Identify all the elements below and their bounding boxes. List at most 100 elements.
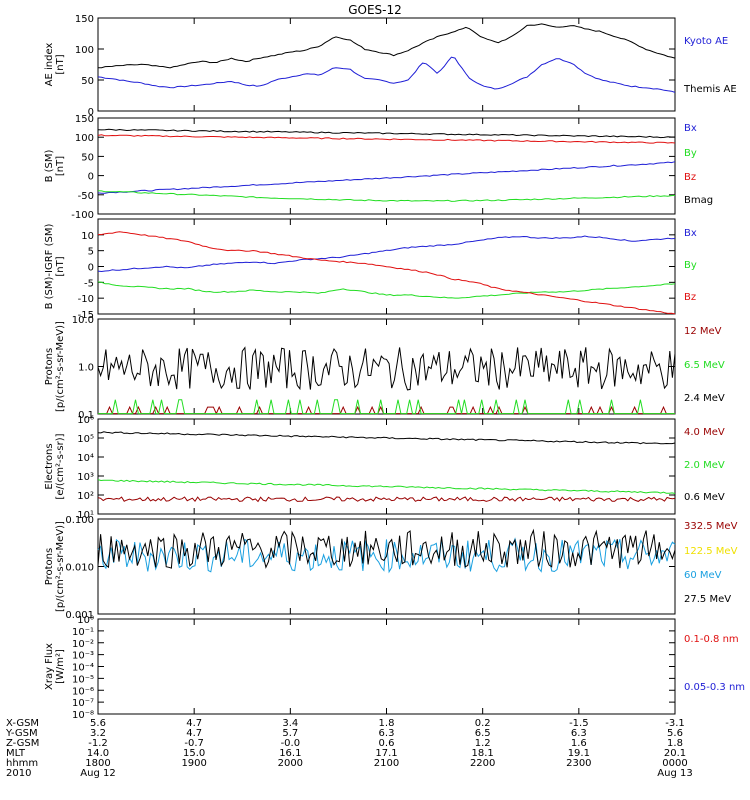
panel-frame [97,618,676,715]
y-tick-label: 10² [77,491,94,502]
legend-6-5-mev: 6.5 MeV [684,360,725,371]
figure-title: GOES-12 [348,3,402,17]
y-tick-label: 10¹ [77,510,94,521]
series-line-by [97,281,676,299]
y-tick-label: 150 [75,114,94,125]
footer-row-label: Y-GSM [5,728,38,739]
y-tick-label: 10 [81,231,94,242]
footer-value: 18.1 [472,748,494,759]
y-tick-label: -5 [84,278,94,289]
y-tick-label: 0 [88,172,94,183]
legend-332-5-mev: 332.5 MeV [684,521,738,532]
footer-row-label: 2010 [6,768,31,779]
legend-bx: Bx [684,228,697,239]
legend-0-1-0-8-nm: 0.1-0.8 nm [684,634,739,645]
footer-value: 14.0 [87,748,109,759]
footer-value: 3.4 [282,718,298,729]
series-line-4-0-mev [97,496,676,503]
footer-value: 2000 [278,758,303,769]
footer-value: 20.1 [664,748,686,759]
y-tick-label: 150 [75,14,94,25]
footer-value: 19.1 [568,748,590,759]
footer-value: 1.8 [379,718,395,729]
y-tick-label: 10⁶ [77,415,94,426]
series-line-2-0-mev [97,479,676,494]
footer-value: 1800 [85,758,110,769]
panel-bsm: -100 -50 0 50 100 150 B (SM) [nT] Bx By Bz Bmag [44,114,713,221]
footer-value: 6.3 [379,728,395,739]
y-axis-label: [nT] [55,54,66,74]
footer-row-label: X-GSM [6,718,39,729]
series-line-themis-ae [98,23,676,69]
y-tick-label: -10 [78,294,94,305]
series-line-bx [97,161,676,194]
footer-value: -0.0 [281,738,301,749]
y-tick-label: 0.100 [65,515,94,526]
footer-row-label: Z-GSM [6,738,39,749]
y-tick-label: 0.010 [65,563,94,574]
y-axis-label: AE index [44,43,55,87]
y-axis-label: Electrons [44,443,55,489]
y-tick-label: 1.0 [78,363,94,374]
footer-value: 4.7 [186,728,202,739]
footer-value: 0.6 [379,738,395,749]
footer-value: 4.7 [186,718,202,729]
footer-value: 5.7 [282,728,298,739]
y-axis-label: [p/(cm²-s-sr-MeV)] [55,521,66,612]
footer-value: 15.0 [183,748,205,759]
panel-frame [97,518,676,615]
panel-ae: 0 50 100 150 AE index [nT] Kyoto AE Themis AE [44,14,737,118]
y-tick-label: 50 [81,76,94,87]
legend-2-0-mev: 2.0 MeV [684,460,725,471]
y-tick-label: 10⁵ [77,434,94,445]
legend-12-mev: 12 MeV [684,326,722,337]
footer-value: 0000 [662,758,687,769]
series-line-bz [97,134,676,144]
y-axis-label: B (SM) [44,149,55,182]
legend-by: By [684,260,697,271]
series-line-bz [98,231,676,315]
y-tick-label: 50 [81,152,94,163]
footer-value: 1.8 [667,738,683,749]
y-tick-label: 0 [88,107,94,118]
footer-value: 2200 [470,758,495,769]
y-tick-label: -50 [78,191,94,202]
footer-value: -1.5 [569,718,589,729]
panel-frame [97,318,676,415]
y-tick-label: 10⁻⁸ [72,710,94,721]
y-tick-label: 10⁻⁵ [72,674,94,685]
y-axis-label: [W/m²] [55,649,66,684]
y-tick-label: 10⁻² [72,639,94,650]
legend-bz: Bz [684,292,696,303]
legend-bmag: Bmag [684,195,713,206]
panel-protons1: 0.1 1.0 10.0 Protons [p/(cm²-s-sr-MeV)] 12 Me… [44,315,725,421]
footer-value: 2100 [374,758,399,769]
series-line-6-5-mev [98,399,675,415]
footer-value: 1900 [181,758,206,769]
y-axis-label: [nT] [55,156,66,176]
legend-60-mev: 60 MeV [684,570,722,581]
panel-electrons: 10¹ 10² 10³ 10⁴ 10⁵ 10⁶ Electrons [e/(cm²-s-sr)… [44,415,725,521]
footer-row-label: hhmm [6,758,38,769]
legend-themis-ae: Themis AE [683,84,737,95]
y-axis-label: [e/(cm²-s-sr)] [55,433,66,499]
footer-value: 17.1 [375,748,397,759]
legend-bz: Bz [684,172,696,183]
series-line-60-mev [97,537,676,574]
footer-value: 0.2 [475,718,491,729]
legend-122-5-mev: 122.5 MeV [684,546,738,557]
legend-bx: Bx [684,123,697,134]
footer-value: 16.1 [279,748,301,759]
footer-row-label: MLT [6,748,26,759]
panel-protons2: 0.001 0.010 0.100 Protons [p/(cm²-s-sr-MeV)]… [44,515,738,621]
y-axis-label: B (SM)-IGRF (SM) [44,224,55,310]
series-line-2-4-mev [97,346,676,391]
y-axis-label: Protons [44,548,55,585]
y-axis-label: Xray Flux [44,643,55,690]
footer-value: 5.6 [667,728,683,739]
y-tick-label: -15 [78,310,94,321]
series-line-bx [97,235,676,273]
legend-kyoto-ae: Kyoto AE [684,36,728,47]
footer-value: 6.5 [475,728,491,739]
y-axis-label: [p/(cm²-s-sr-MeV)] [55,321,66,412]
